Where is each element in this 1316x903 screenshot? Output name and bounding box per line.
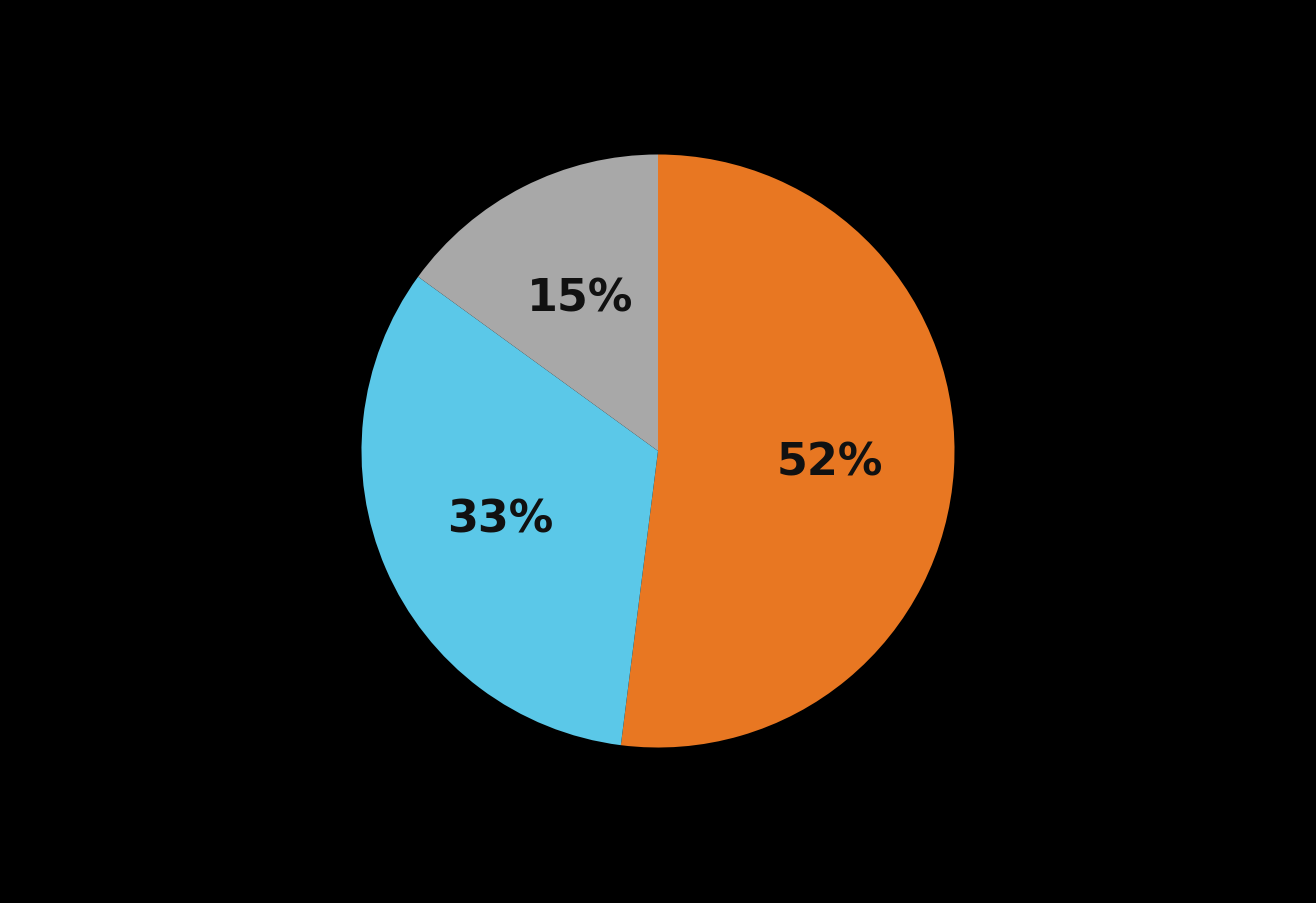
Wedge shape xyxy=(418,155,658,452)
Wedge shape xyxy=(621,155,954,748)
Text: 15%: 15% xyxy=(526,277,633,320)
Wedge shape xyxy=(362,277,658,745)
Text: 52%: 52% xyxy=(776,441,883,484)
Text: 33%: 33% xyxy=(447,498,553,541)
